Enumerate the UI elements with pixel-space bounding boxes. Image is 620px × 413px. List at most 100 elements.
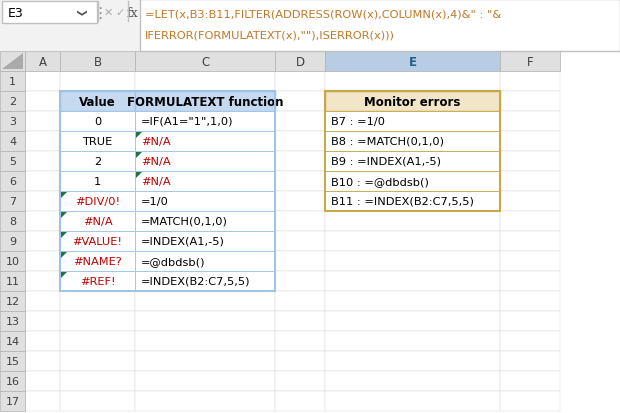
Bar xyxy=(135,171,275,192)
Bar xyxy=(25,311,60,331)
Bar xyxy=(275,112,325,132)
Bar xyxy=(500,311,560,331)
Bar xyxy=(275,391,325,411)
Text: #N/A: #N/A xyxy=(141,137,171,147)
Bar xyxy=(275,311,325,331)
Bar xyxy=(0,371,25,391)
Bar xyxy=(135,252,275,271)
Bar xyxy=(60,52,135,72)
Bar xyxy=(135,171,275,192)
Bar xyxy=(500,132,560,152)
Polygon shape xyxy=(61,272,67,278)
Bar xyxy=(275,351,325,371)
Bar xyxy=(325,152,500,171)
Bar xyxy=(275,192,325,211)
Bar xyxy=(500,271,560,291)
Text: 1: 1 xyxy=(9,77,16,87)
Bar xyxy=(0,311,25,331)
Bar xyxy=(60,351,135,371)
Text: D: D xyxy=(296,55,304,68)
Bar xyxy=(25,271,60,291)
Bar xyxy=(60,72,135,92)
Bar xyxy=(500,112,560,132)
Bar xyxy=(135,211,275,231)
Bar xyxy=(25,92,60,112)
Bar xyxy=(500,371,560,391)
Text: E3: E3 xyxy=(8,7,24,19)
Bar xyxy=(60,152,135,171)
Text: 1: 1 xyxy=(94,177,101,187)
Text: 10: 10 xyxy=(6,256,19,266)
Text: B: B xyxy=(94,55,102,68)
Bar xyxy=(325,171,500,192)
Bar xyxy=(60,192,135,211)
Bar xyxy=(135,52,275,72)
Bar xyxy=(500,192,560,211)
Text: 12: 12 xyxy=(6,296,20,306)
Bar xyxy=(135,92,275,112)
Text: 4: 4 xyxy=(9,137,16,147)
Bar xyxy=(60,252,135,271)
Text: B9 : =INDEX(A1,-5): B9 : =INDEX(A1,-5) xyxy=(331,157,441,166)
Polygon shape xyxy=(61,252,67,259)
Bar xyxy=(60,291,135,311)
Bar xyxy=(500,231,560,252)
Bar xyxy=(25,351,60,371)
Bar xyxy=(275,252,325,271)
Text: =IF(A1="1",1,0): =IF(A1="1",1,0) xyxy=(141,117,234,127)
Bar xyxy=(325,92,500,211)
Bar xyxy=(0,112,25,132)
Bar xyxy=(135,371,275,391)
Bar xyxy=(25,72,60,92)
Bar xyxy=(325,231,500,252)
Bar xyxy=(0,211,25,231)
Bar xyxy=(135,231,275,252)
Bar xyxy=(325,271,500,291)
Text: 9: 9 xyxy=(9,236,16,247)
Bar xyxy=(0,192,25,211)
Polygon shape xyxy=(61,192,67,199)
Bar xyxy=(60,271,135,291)
Text: ❯: ❯ xyxy=(75,9,85,17)
Bar xyxy=(325,72,500,92)
Bar xyxy=(60,92,135,112)
Bar xyxy=(135,391,275,411)
Bar xyxy=(325,132,500,152)
Bar xyxy=(60,331,135,351)
Bar xyxy=(135,132,275,152)
Bar xyxy=(0,152,25,171)
Bar xyxy=(275,331,325,351)
Bar xyxy=(0,52,25,72)
Text: =@dbdsb(): =@dbdsb() xyxy=(141,256,205,266)
Bar xyxy=(275,171,325,192)
Text: 6: 6 xyxy=(9,177,16,187)
Bar xyxy=(500,211,560,231)
Text: FORMULATEXT function: FORMULATEXT function xyxy=(126,95,283,108)
Bar xyxy=(60,112,135,132)
Bar xyxy=(0,72,25,92)
Bar xyxy=(140,0,620,52)
Text: 16: 16 xyxy=(6,376,19,386)
Polygon shape xyxy=(136,173,142,178)
Bar xyxy=(500,331,560,351)
Text: =MATCH(0,1,0): =MATCH(0,1,0) xyxy=(141,216,228,226)
Bar xyxy=(325,112,500,132)
Bar xyxy=(325,92,500,112)
Bar xyxy=(0,92,25,112)
Text: 8: 8 xyxy=(9,216,16,226)
Text: F: F xyxy=(526,55,533,68)
Bar xyxy=(500,152,560,171)
Bar xyxy=(325,331,500,351)
Text: #N/A: #N/A xyxy=(82,216,112,226)
Bar xyxy=(275,271,325,291)
Bar xyxy=(25,171,60,192)
Polygon shape xyxy=(2,54,23,70)
Bar xyxy=(60,92,135,112)
Bar xyxy=(60,132,135,152)
Bar xyxy=(325,252,500,271)
Bar xyxy=(325,211,500,231)
Text: #VALUE!: #VALUE! xyxy=(73,236,123,247)
Bar xyxy=(500,252,560,271)
Bar xyxy=(135,291,275,311)
Text: 3: 3 xyxy=(9,117,16,127)
